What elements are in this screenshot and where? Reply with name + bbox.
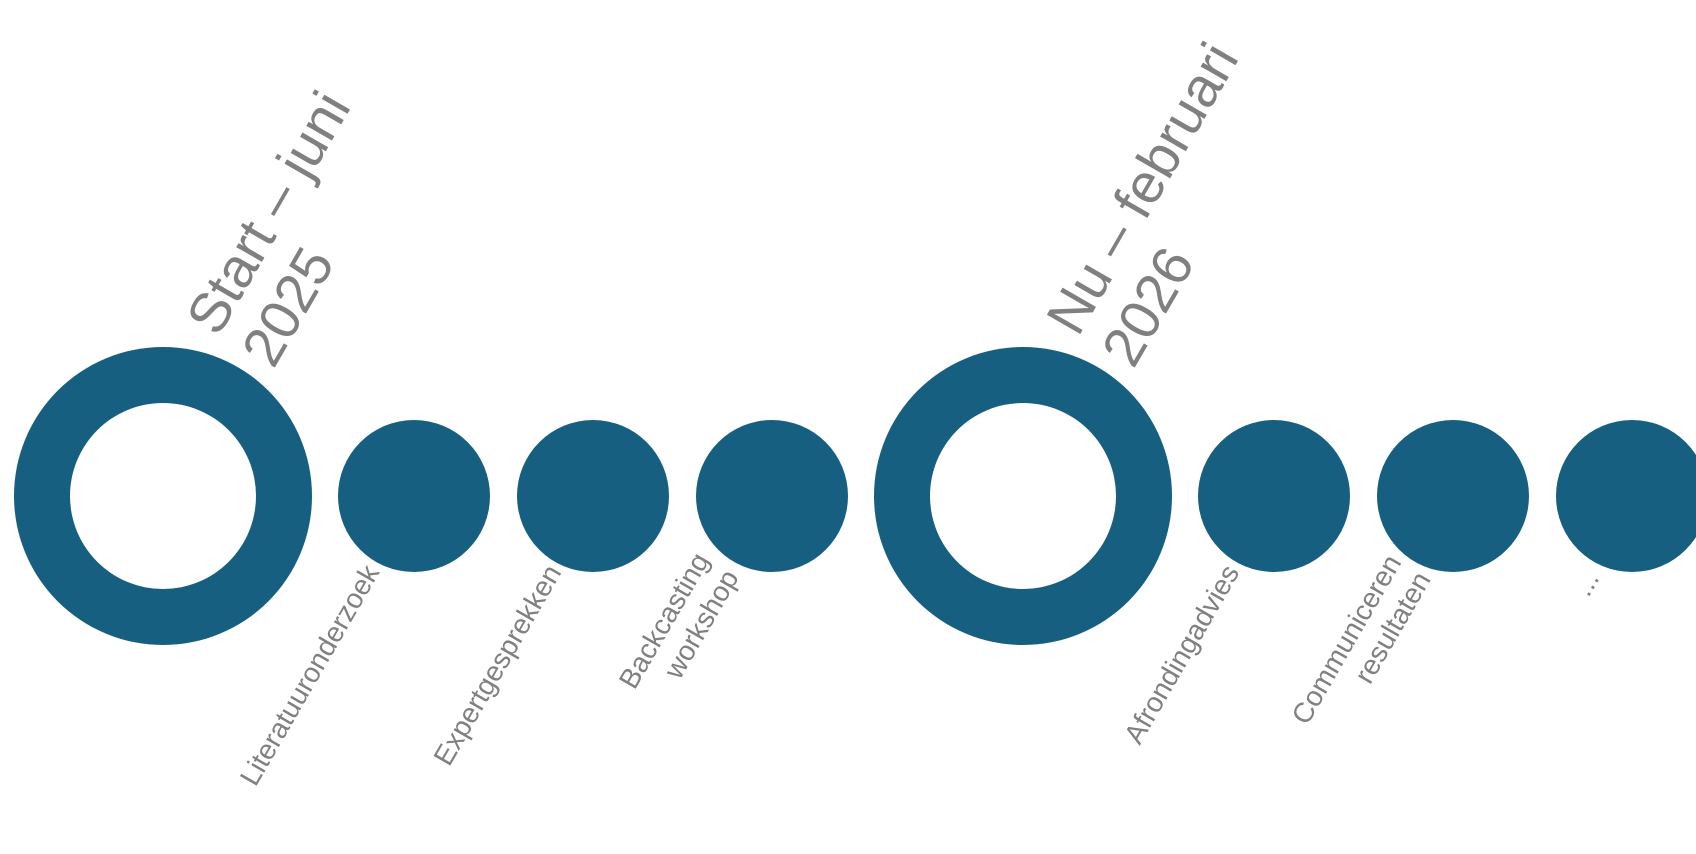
step-dot-7 (1377, 420, 1529, 572)
label-line: Expertgesprekken (428, 560, 568, 771)
milestone-ring-hole-5 (930, 403, 1116, 589)
step-dot-2 (338, 420, 490, 572)
milestone-ring-hole-1 (70, 403, 256, 589)
step-label-3: Expertgesprekken (428, 560, 568, 771)
step-dot-4 (696, 420, 848, 572)
milestone-label-1: Start – juni2025 (174, 81, 418, 376)
step-dot-6 (1198, 420, 1350, 572)
step-label-7: Communicerenresultaten (1285, 550, 1436, 747)
step-label-4: Backcastingworkshop (613, 548, 745, 711)
step-dot-3 (517, 420, 669, 572)
timeline-nodes (14, 347, 1696, 645)
label-line: ... (1567, 566, 1606, 602)
step-label-8: ... (1567, 566, 1606, 602)
step-dot-8 (1556, 420, 1696, 572)
milestone-label-5: Nu – februari2026 (1034, 32, 1306, 376)
